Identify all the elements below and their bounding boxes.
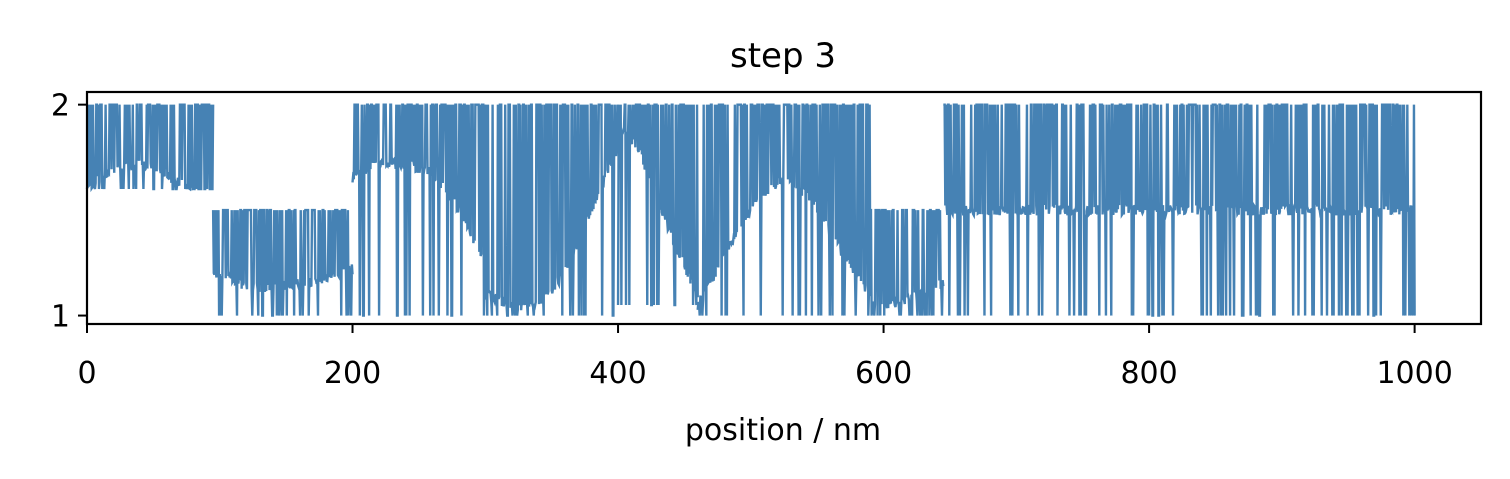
series-segment: [85, 103, 215, 193]
y-tick-label: 2: [51, 89, 70, 124]
x-tick-label: 800: [1120, 356, 1177, 391]
x-axis-label: position / nm: [685, 413, 881, 448]
series-layer: [85, 103, 1416, 317]
series-segment: [211, 208, 354, 317]
x-tick-label: 200: [324, 356, 381, 391]
x-tick-label: 1000: [1376, 356, 1452, 391]
x-tick-label: 600: [855, 356, 912, 391]
plot-area: [85, 90, 1483, 326]
y-axis: 12: [51, 89, 87, 335]
x-tick-label: 0: [77, 356, 96, 391]
series-line: [85, 103, 1416, 317]
x-tick-label: 400: [589, 356, 646, 391]
y-tick-label: 1: [51, 300, 70, 335]
plot-frame: [85, 90, 1483, 326]
x-axis: 0 200 400 600 800 1000: [77, 324, 1453, 391]
series-segment: [484, 103, 620, 317]
series-segment: [351, 103, 487, 317]
series-segment: [616, 103, 699, 307]
series-segment: [696, 103, 872, 316]
chart-title: step 3: [730, 36, 836, 76]
series-segment: [943, 103, 1416, 317]
series-segment: [869, 208, 945, 316]
